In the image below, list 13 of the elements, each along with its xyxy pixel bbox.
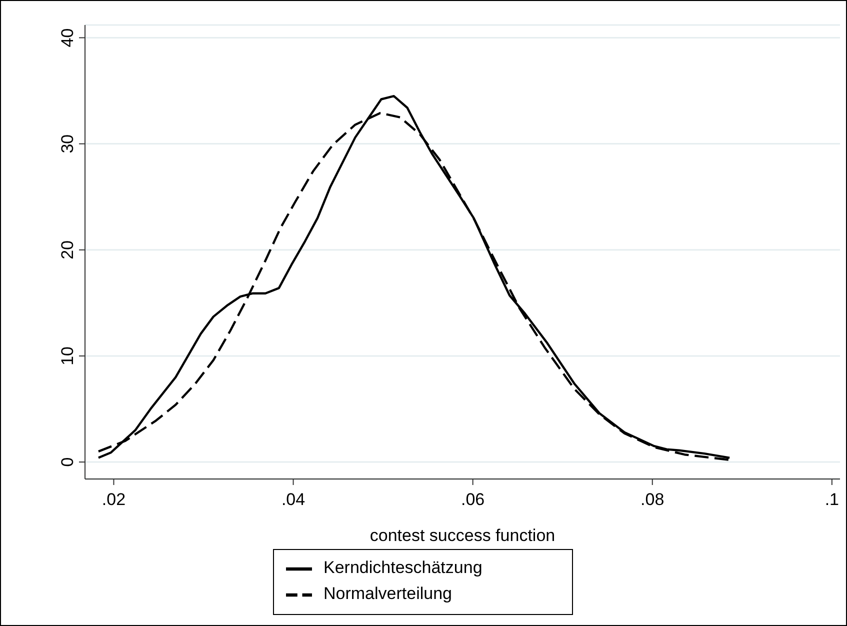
x-tick-label: .08 (640, 490, 664, 509)
legend-label: Normalverteilung (324, 584, 452, 604)
y-tick-label: 30 (58, 134, 77, 154)
y-tick-label: 10 (58, 346, 77, 366)
x-tick-label: .04 (281, 490, 306, 509)
y-tick-label: 0 (58, 457, 77, 467)
legend-label: Kerndichteschätzung (324, 558, 482, 578)
y-tick-label: 20 (58, 240, 77, 260)
x-tick-label: .02 (102, 490, 126, 509)
x-tick-label: .1 (824, 490, 840, 509)
x-axis-title: contest success function (370, 526, 556, 545)
y-tick-label: 40 (58, 28, 77, 48)
x-tick-label: .06 (461, 490, 485, 509)
